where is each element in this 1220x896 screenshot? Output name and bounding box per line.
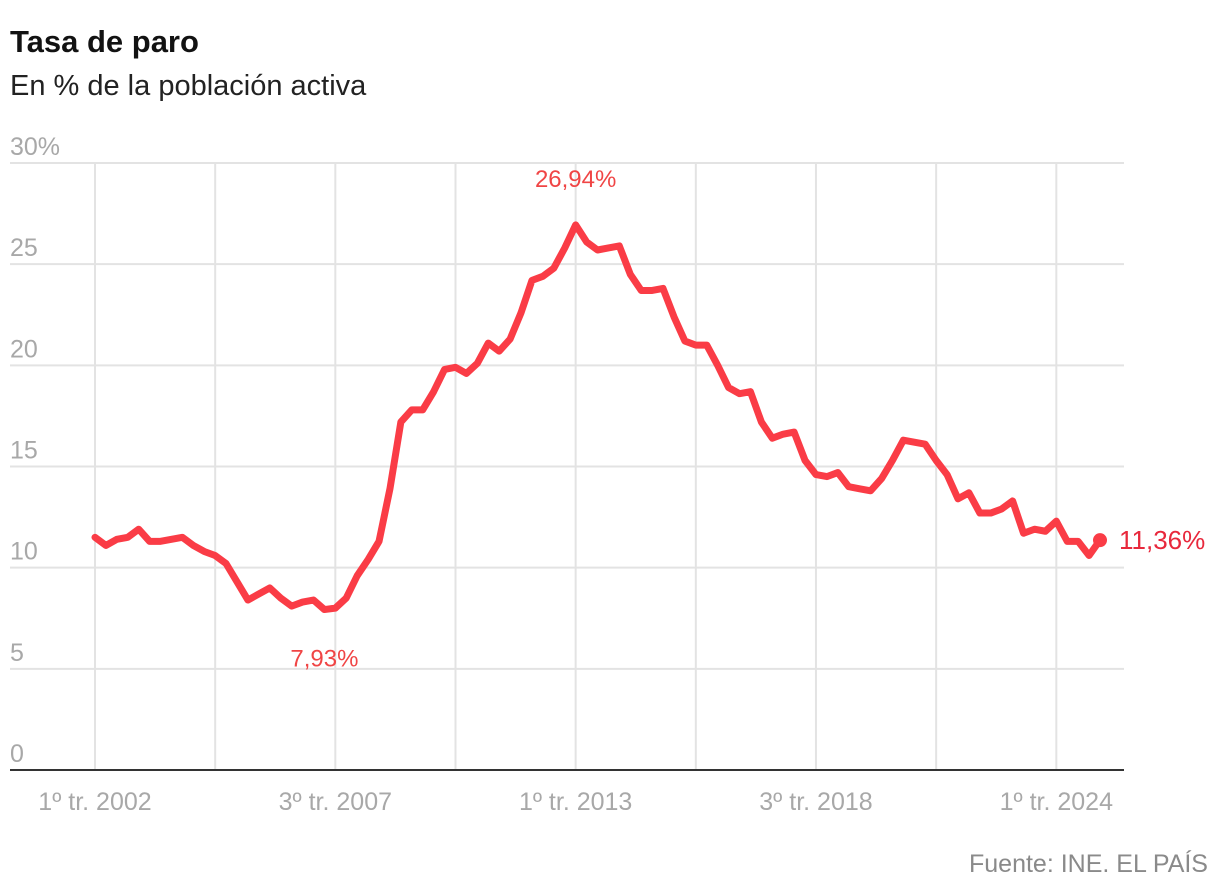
x-tick-label: 1º tr. 2013: [519, 788, 632, 816]
x-tick-label: 1º tr. 2024: [1000, 788, 1113, 816]
data-label: 7,93%: [290, 646, 358, 673]
y-tick-label: 25: [10, 234, 38, 262]
grid-layer: [10, 162, 1124, 770]
series-layer: [91, 221, 1107, 614]
x-tick-label: 3º tr. 2018: [759, 788, 872, 816]
y-tick-label: 10: [10, 538, 38, 566]
source-note: Fuente: INE. EL PAÍS: [968, 850, 1208, 878]
x-axis-ticks: 1º tr. 2002 3º tr. 2007 1º tr. 2013 3º tr. …: [38, 788, 1113, 816]
y-tick-label: 30%: [10, 133, 60, 161]
chart-title: Tasa de paro: [10, 24, 199, 59]
y-tick-label: 5: [10, 639, 24, 667]
y-tick-label: 0: [10, 740, 24, 768]
last-point-marker: [1093, 533, 1107, 548]
y-tick-label: 15: [10, 437, 38, 465]
x-tick-label: 1º tr. 2002: [38, 788, 151, 816]
y-axis-ticks: 0 5 10 15 20 25 30%: [10, 133, 60, 768]
y-tick-label: 20: [10, 335, 38, 363]
data-label: 26,94%: [535, 166, 616, 193]
series-line: [91, 221, 1104, 614]
x-tick-label: 3º tr. 2007: [279, 788, 392, 816]
annotation-layer: 7,93% 26,94% 11,36%: [290, 166, 1205, 673]
chart-subtitle: En % de la población activa: [10, 70, 367, 102]
data-label: 11,36%: [1119, 525, 1205, 555]
